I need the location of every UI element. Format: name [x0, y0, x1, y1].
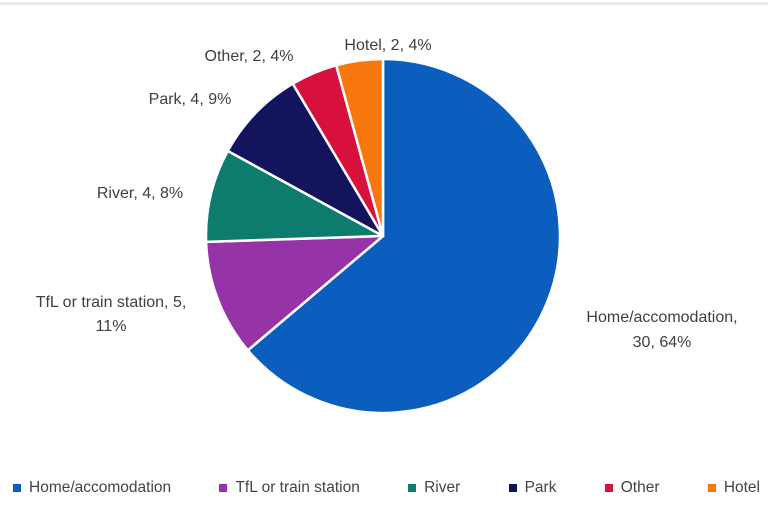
legend-label: Other	[620, 479, 660, 497]
legend-item-hotel[interactable]: Hotel	[707, 479, 760, 497]
pie-chart: Home/accomodation, 30, 64% TfL or train st…	[36, 37, 738, 415]
legend-swatch-icon	[508, 484, 517, 492]
legend-item-river[interactable]: River	[408, 480, 460, 496]
legend-item-home-accomodation[interactable]: Home/accomodation	[13, 480, 171, 496]
pie-slice-home-accomodation[interactable]	[246, 57, 562, 415]
legend-label: River	[424, 479, 461, 497]
data-label-park: Park, 4, 9%	[149, 91, 232, 108]
legend-label: TfL or train station	[235, 479, 360, 497]
legend-label: Home/accomodation	[29, 479, 172, 497]
legend-item-park[interactable]: Park	[508, 479, 557, 497]
data-label-other: Other, 2, 4%	[205, 48, 294, 65]
pie-slice-park[interactable]	[226, 82, 385, 238]
legend-item-tfl-or-train-station[interactable]: TfL or train station	[219, 479, 360, 497]
legend-swatch-icon	[219, 484, 228, 492]
data-label-hotel: Hotel, 2, 4%	[344, 37, 431, 54]
pie-slice-tfl-or-train-station[interactable]	[204, 234, 385, 352]
pie-slice-hotel[interactable]	[334, 57, 385, 238]
data-label-home-accomodation: Home/accomodation, 30, 64%	[586, 309, 737, 351]
pie-slice-river[interactable]	[204, 149, 385, 244]
top-divider	[0, 2, 768, 5]
legend-label: Hotel	[723, 479, 760, 497]
legend-item-other[interactable]: Other	[604, 479, 660, 497]
legend: Home/accomodation TfL or train station Riv…	[0, 477, 768, 499]
legend-label: Park	[524, 479, 557, 497]
data-label-tfl-or-train-station: TfL or train station, 5, 11%	[36, 294, 187, 335]
data-label-river: River, 4, 8%	[97, 185, 183, 202]
legend-swatch-icon	[13, 484, 21, 492]
legend-swatch-icon	[408, 484, 417, 492]
legend-swatch-icon	[707, 484, 716, 492]
legend-swatch-icon	[604, 484, 613, 492]
